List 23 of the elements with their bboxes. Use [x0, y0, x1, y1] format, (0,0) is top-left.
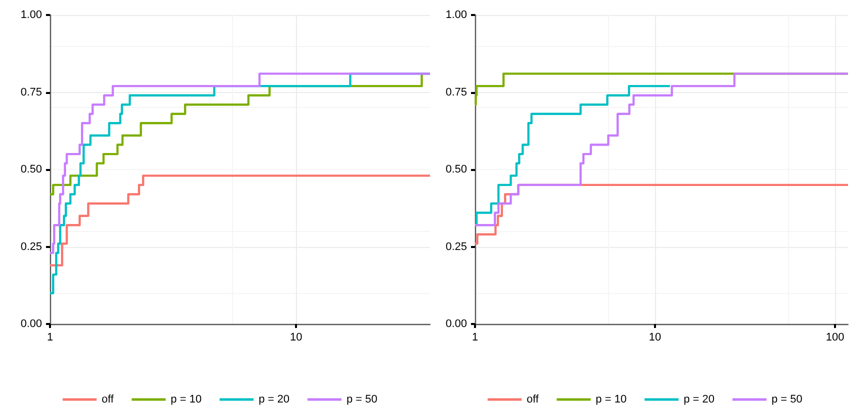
- y-tick-label: 0.25: [446, 240, 467, 253]
- legend-label: p = 20: [258, 394, 290, 406]
- legend-label: off: [526, 394, 540, 406]
- x-tick-label: 1: [472, 332, 478, 344]
- y-tick-label: 1.00: [446, 9, 467, 21]
- y-tick-label: 0.00: [20, 318, 42, 330]
- y-tick-label: 0.25: [20, 240, 42, 253]
- legend-label: p = 10: [596, 394, 627, 406]
- y-tick-label: 0.75: [446, 86, 467, 98]
- legend-label: p = 50: [771, 394, 802, 406]
- x-tick-label: 1: [46, 332, 54, 344]
- x-tick-label: 100: [826, 332, 844, 344]
- y-tick-label: 0.00: [446, 318, 467, 330]
- legend-label: off: [102, 394, 115, 406]
- legend-label: p = 10: [170, 394, 202, 406]
- legend-label: p = 50: [346, 394, 378, 406]
- x-tick-label: 10: [290, 332, 302, 344]
- y-tick-label: 0.50: [20, 164, 42, 176]
- legend-label: p = 20: [684, 394, 714, 406]
- y-tick-label: 0.75: [20, 86, 42, 98]
- x-tick-label: 10: [648, 332, 662, 344]
- y-tick-label: 1.00: [20, 9, 42, 21]
- y-tick-label: 0.50: [446, 164, 467, 176]
